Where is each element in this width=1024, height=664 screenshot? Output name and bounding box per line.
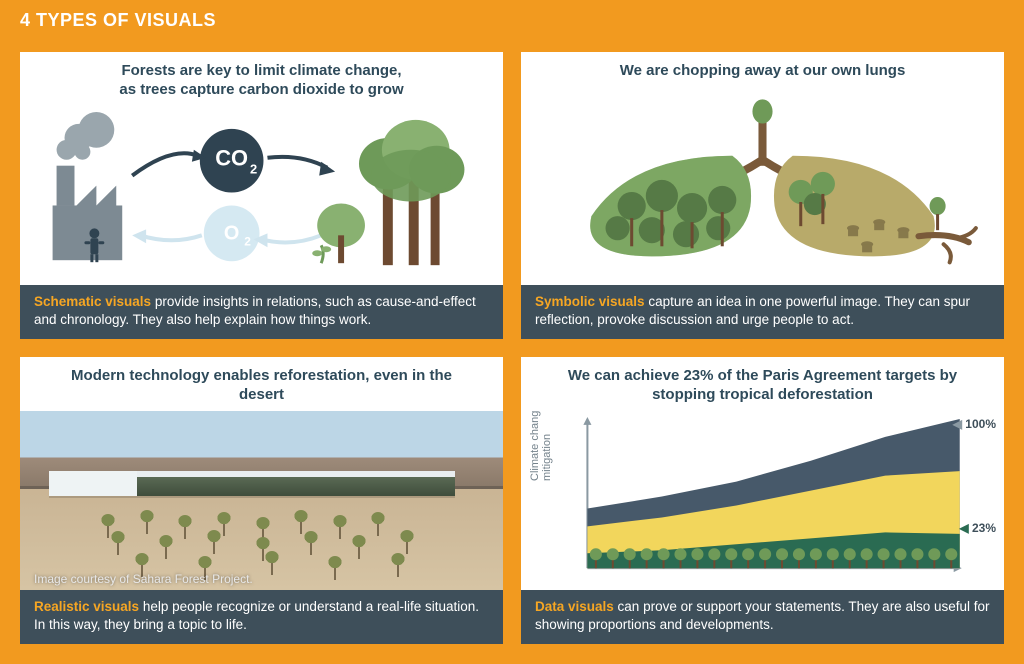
annotation-100: ◀ 100% xyxy=(953,417,996,431)
card-caption: Symbolic visuals capture an idea in one … xyxy=(521,285,1004,339)
photo-background xyxy=(20,411,503,590)
svg-text:O: O xyxy=(224,222,239,244)
card-symbolic: We are chopping away at our own lungs xyxy=(521,52,1004,339)
tree-cluster-icon xyxy=(312,119,464,264)
sapling-icon xyxy=(213,538,215,554)
card-caption: Realistic visuals help people recognize … xyxy=(20,590,503,644)
sapling-icon xyxy=(271,559,273,575)
card-realistic: Modern technology enables reforestation,… xyxy=(20,357,503,644)
svg-text:2: 2 xyxy=(244,234,251,248)
card-title: Modern technology enables reforestation,… xyxy=(20,357,503,411)
card-title: We are chopping away at our own lungs xyxy=(521,52,1004,87)
sapling-icon xyxy=(406,538,408,554)
sapling-icon xyxy=(377,520,379,536)
symbolic-illustration xyxy=(521,87,1004,285)
co2-badge: CO 2 xyxy=(200,128,264,192)
sapling-icon xyxy=(334,564,336,580)
caption-lead: Realistic visuals xyxy=(34,599,139,614)
o2-badge: O 2 xyxy=(204,205,260,261)
title-text: We can achieve 23% of the Paris Agreemen… xyxy=(568,367,957,403)
card-caption: Data visuals can prove or support your s… xyxy=(521,590,1004,644)
data-chart: Climate change mitigation ◀ 100% ◀ 23% xyxy=(521,411,1004,590)
card-caption: Schematic visuals provide insights in re… xyxy=(20,285,503,339)
sapling-icon xyxy=(184,523,186,539)
factory-icon xyxy=(53,111,123,261)
sapling-icon xyxy=(223,520,225,536)
greenhouse-icon xyxy=(49,471,455,496)
title-line1: Forests are key to limit climate change,… xyxy=(119,62,403,98)
caption-lead: Symbolic visuals xyxy=(535,294,645,309)
header-title: 4 TYPES OF VISUALS xyxy=(20,10,216,30)
realistic-photo xyxy=(20,411,503,590)
photo-credit: Image courtesy of Sahara Forest Project. xyxy=(34,572,253,586)
sapling-icon xyxy=(117,539,119,555)
section-header: 4 TYPES OF VISUALS xyxy=(0,0,1024,42)
lung-right-icon xyxy=(774,155,976,262)
sapling-icon xyxy=(146,518,148,534)
card-title: We can achieve 23% of the Paris Agreemen… xyxy=(521,357,1004,411)
caption-lead: Schematic visuals xyxy=(34,294,151,309)
sapling-icon xyxy=(300,518,302,534)
sapling-icon xyxy=(262,545,264,561)
smoke-icon xyxy=(57,111,115,159)
title-text: Modern technology enables reforestation,… xyxy=(71,367,452,403)
svg-text:2: 2 xyxy=(250,161,257,176)
sapling-icon xyxy=(358,543,360,559)
lung-left-icon xyxy=(590,155,751,256)
sapling-icon xyxy=(165,543,167,559)
card-grid: Forests are key to limit climate change,… xyxy=(0,42,1024,664)
title-text: We are chopping away at our own lungs xyxy=(620,62,906,79)
sapling-icon xyxy=(107,522,109,538)
card-data: We can achieve 23% of the Paris Agreemen… xyxy=(521,357,1004,644)
sapling-icon xyxy=(397,561,399,577)
svg-text:CO: CO xyxy=(215,145,248,170)
caption-lead: Data visuals xyxy=(535,599,614,614)
page: 4 TYPES OF VISUALS Forests are key to li… xyxy=(0,0,1024,664)
sapling-icon xyxy=(310,539,312,555)
annotation-23: ◀ 23% xyxy=(959,521,996,535)
sapling-icon xyxy=(339,523,341,539)
card-schematic: Forests are key to limit climate change,… xyxy=(20,52,503,339)
card-title: Forests are key to limit climate change,… xyxy=(20,52,503,106)
schematic-illustration: CO 2 O 2 xyxy=(20,106,503,285)
